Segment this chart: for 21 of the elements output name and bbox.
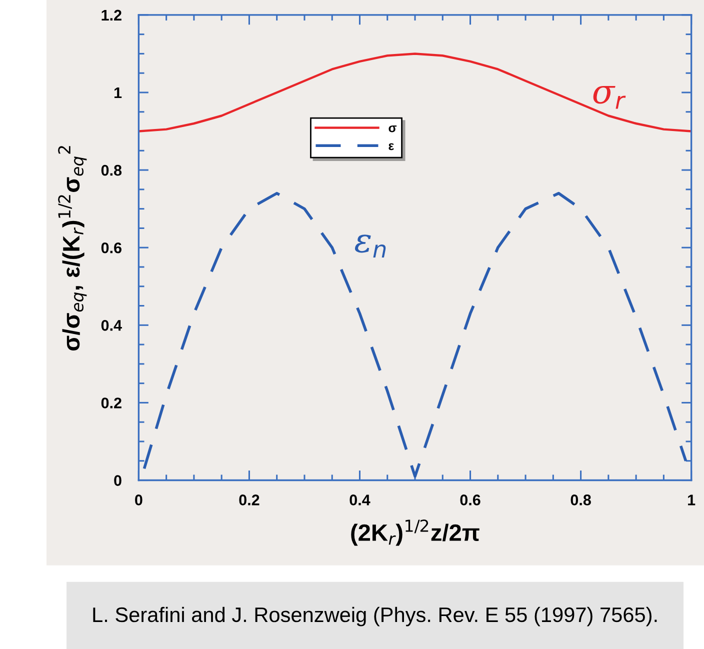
y-tick-label: 0 <box>114 475 122 486</box>
x-tick-label: 0.6 <box>460 494 480 506</box>
text: σ/σ$_{eq}$, ε/(K$_{r}$)$^{1/2}$σ$_{eq}$$^{2}$ <box>58 146 87 351</box>
x-tick-label: 0.8 <box>570 494 591 506</box>
x-tick-label: 0 <box>135 494 142 506</box>
line-series <box>138 52 692 132</box>
annotation: ε$_{n}$ <box>354 234 386 258</box>
y-tick-label: 1.2 <box>102 10 122 20</box>
y-tick-label: 0.6 <box>101 242 122 254</box>
y-tick-label: 0.4 <box>101 320 122 331</box>
y-tick-label: 0.8 <box>101 164 122 176</box>
x-tick-label: 1 <box>688 494 696 506</box>
y-tick-label: 1 <box>114 88 122 98</box>
text: L. Serafini and J. Rosenzweig (Phys. Rev. E 55 (1997) 7565). <box>93 606 657 626</box>
y-tick-label: 0.2 <box>101 398 122 408</box>
x-tick-label: 0.2 <box>239 494 260 506</box>
legend-label: ε <box>388 143 394 150</box>
x-axis-title: (2K$_{r}$)$^{1/2}$z/2π <box>351 520 480 546</box>
legend-label: σ <box>388 125 397 132</box>
annotation: σ$_{r}$ <box>593 86 626 109</box>
x-tick-label: 0.4 <box>350 494 370 506</box>
